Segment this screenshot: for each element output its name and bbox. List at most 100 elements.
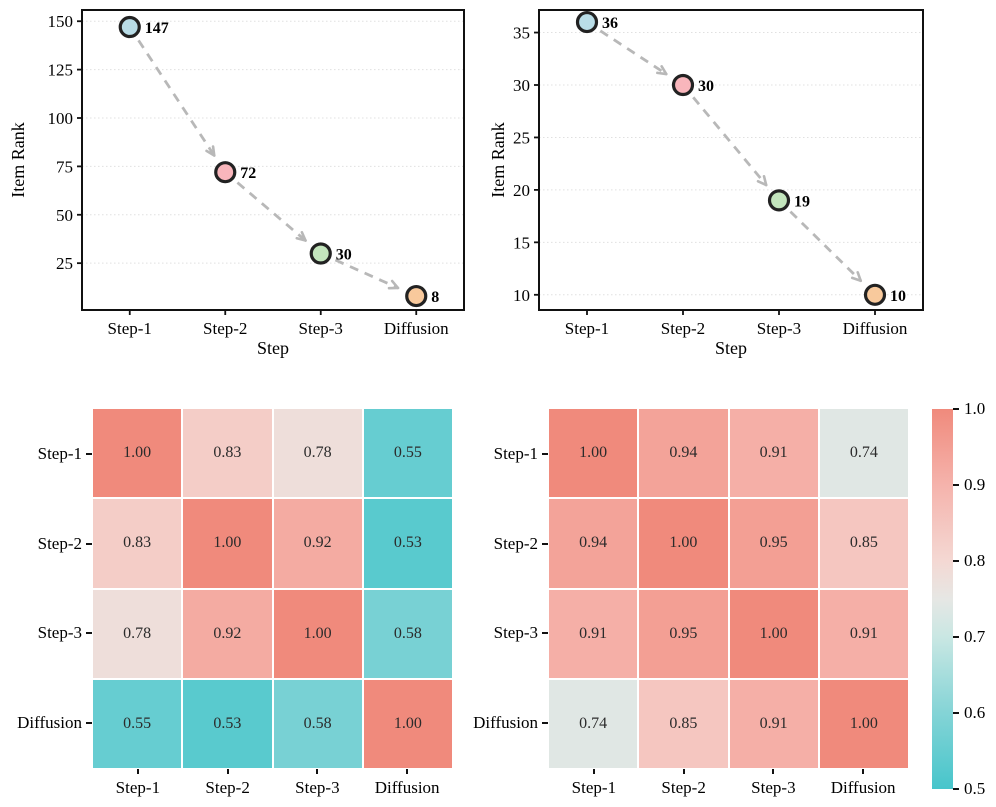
heatmap-cell: 0.91: [729, 679, 818, 768]
heatmap-cell: 1.00: [363, 679, 452, 768]
row-tick-mark: [542, 632, 548, 635]
y-tick-label: 50: [56, 206, 73, 225]
heatmap-cell: 1.00: [819, 679, 908, 768]
point-value-label: 30: [336, 246, 352, 263]
heatmap-cell: 0.91: [819, 589, 908, 678]
heatmap-cell: 0.78: [93, 589, 182, 678]
colorbar-tick-mark: [953, 636, 959, 638]
cell-value: 0.92: [303, 534, 332, 552]
trend-arrow: [789, 210, 862, 282]
arrow-head: [300, 230, 307, 242]
heatmap-cell: 0.78: [273, 409, 362, 498]
colorbar-tick-label: 0.6: [964, 703, 986, 722]
col-tick-mark: [226, 769, 229, 774]
data-point-marker: [309, 242, 332, 265]
cell-value: 0.91: [579, 624, 608, 642]
cell-value: 1.00: [123, 444, 152, 462]
axes-frame: [538, 9, 924, 311]
cell-value: 1.00: [759, 624, 788, 642]
row-tick-mark: [86, 632, 92, 635]
cell-value: 1.00: [213, 534, 242, 552]
cell-value: 0.83: [123, 534, 152, 552]
data-point-marker: [118, 15, 141, 39]
y-tick-label: 15: [513, 233, 530, 252]
row-label: Step-3: [37, 623, 82, 643]
col-label: Diffusion: [830, 778, 896, 797]
row-tick-mark: [542, 452, 548, 455]
col-label: Step-1: [571, 778, 617, 797]
cell-value: 1.00: [849, 714, 878, 732]
x-tick-label: Step-3: [299, 319, 343, 338]
col-tick-mark: [592, 769, 595, 774]
heatmap-cell: 0.55: [93, 679, 182, 768]
cell-value: 0.53: [213, 714, 242, 732]
cell-value: 0.85: [849, 534, 878, 552]
data-point-marker: [575, 10, 599, 34]
colorbar-tick-label: 0.7: [964, 627, 986, 646]
cell-value: 0.55: [393, 444, 422, 462]
trend-arrow: [334, 258, 399, 290]
heatmap-cell: 0.91: [549, 589, 638, 678]
x-tick-label: Step-2: [661, 319, 705, 338]
trend-arrow: [137, 39, 216, 157]
colorbar-tick-mark: [953, 484, 959, 486]
y-tick-label: 75: [56, 157, 73, 176]
trend-arrow: [236, 181, 307, 242]
heatmap-cell: 0.94: [639, 409, 728, 498]
heatmap-cell: 0.94: [549, 499, 638, 588]
col-tick-mark: [316, 769, 319, 774]
y-tick-label: 35: [513, 24, 530, 43]
cell-value: 0.78: [123, 624, 152, 642]
row-tick-mark: [86, 722, 92, 725]
heatmap-cell: 0.53: [183, 679, 272, 768]
data-point-marker: [863, 283, 887, 306]
x-tick-label: Step-3: [757, 319, 801, 338]
heatmap-cell: 0.85: [639, 679, 728, 768]
col-tick-mark: [136, 769, 139, 774]
cell-value: 0.78: [303, 444, 332, 462]
y-axis-label: Item Rank: [488, 122, 508, 197]
heatmap-grid: 1.00 0.94 0.91 0.74 0.94 1.00 0.95 0.85 0.91 0.95…: [549, 409, 908, 768]
heatmap-cell: 0.83: [93, 499, 182, 588]
col-label: Step-3: [295, 778, 340, 797]
cell-value: 0.55: [123, 714, 152, 732]
colorbar: 1.0 0.9 0.8 0.7 0.6 0.5: [925, 378, 996, 807]
cell-value: 0.74: [849, 444, 878, 462]
colorbar-tick-label: 0.9: [964, 475, 986, 494]
row-label: Diffusion: [473, 713, 538, 733]
heatmap-cell: 0.55: [363, 409, 452, 498]
y-tick-label: 30: [513, 76, 530, 95]
cell-value: 0.91: [849, 624, 878, 642]
cell-value: 0.74: [579, 714, 608, 732]
point-value-label: 10: [890, 288, 906, 305]
cell-value: 0.58: [303, 714, 332, 732]
col-label: Diffusion: [374, 778, 440, 797]
x-tick-label: Diffusion: [843, 319, 908, 338]
row-tick-mark: [86, 452, 92, 455]
y-tick-label: 25: [56, 254, 73, 273]
x-tick-label: Step-1: [108, 319, 152, 338]
col-tick-mark: [682, 769, 685, 774]
data-point-marker: [767, 189, 791, 212]
colorbar-tick-label: 1.0: [964, 399, 986, 418]
row-tick-mark: [542, 722, 548, 725]
cell-value: 0.95: [669, 624, 698, 642]
heatmap-cell: 0.58: [363, 589, 452, 678]
colorbar-tick-mark: [953, 408, 959, 410]
y-tick-label: 125: [48, 61, 74, 80]
row-label: Step-1: [493, 443, 538, 463]
y-tick-label: 100: [48, 109, 74, 128]
row-label: Diffusion: [17, 713, 82, 733]
cell-value: 1.00: [303, 624, 332, 642]
heatmap-cell: 0.92: [273, 499, 362, 588]
cell-value: 0.94: [579, 534, 608, 552]
trend-arrow: [692, 96, 768, 186]
point-value-label: 30: [698, 78, 714, 95]
y-tick-label: 20: [513, 181, 530, 200]
trend-arrow: [599, 29, 668, 76]
similarity-heatmap-left: 1.00 0.83 0.78 0.55 0.83 1.00 0.92 0.53 0.78 0.92…: [0, 378, 496, 807]
col-tick-mark: [406, 769, 409, 774]
cell-value: 0.85: [669, 714, 698, 732]
cell-value: 1.00: [579, 444, 608, 462]
